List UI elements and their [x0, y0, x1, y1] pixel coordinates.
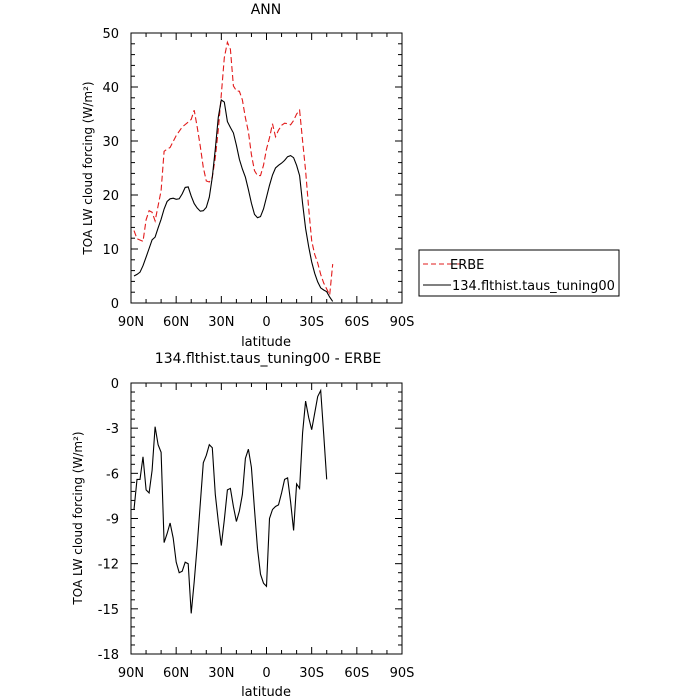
top-chart-series-model-line — [133, 99, 334, 302]
top-chart-x-tick-label: 60S — [344, 315, 369, 330]
top-chart-x-axis-label: latitude — [241, 335, 291, 350]
bottom-chart-y-tick-label: -6 — [106, 467, 119, 482]
top-chart-y-tick-label: 30 — [102, 135, 119, 150]
bottom-chart-series-model-line — [133, 388, 328, 614]
top-chart-ticks: 90N 60N 30N 0 30S 60S 90S 0 10 20 30 40 50 — [102, 27, 414, 330]
legend-label-model: 134.flthist.taus_tuning00 — [452, 279, 615, 294]
bottom-chart-x-tick-label: 30S — [299, 666, 324, 681]
bottom-chart-title: 134.flthist.taus_tuning00 - ERBE — [155, 351, 381, 367]
top-chart-y-tick-label: 40 — [102, 81, 119, 96]
bottom-chart-y-tick-label: 0 — [111, 377, 119, 392]
top-chart-y-tick-label: 10 — [102, 243, 119, 258]
top-chart-x-tick-label: 0 — [262, 315, 270, 330]
bottom-chart-y-tick-label: -18 — [98, 648, 119, 663]
top-chart-x-tick-label: 60N — [163, 315, 189, 330]
top-chart-x-tick-label: 30S — [299, 315, 324, 330]
bottom-chart-x-tick-label: 90N — [118, 666, 144, 681]
bottom-chart-x-tick-label: 60S — [344, 666, 369, 681]
top-chart-y-axis-label: TOA LW cloud forcing (W/m²) — [81, 81, 95, 255]
bottom-chart: 134.flthist.taus_tuning00 - ERBE 90N 60N 3… — [71, 351, 414, 700]
bottom-chart-x-tick-label: 0 — [262, 666, 270, 681]
legend-box — [418, 249, 620, 297]
bottom-chart-x-tick-label: 90S — [390, 666, 415, 681]
top-chart-x-tick-label: 30N — [208, 315, 234, 330]
legend-label-erbe: ERBE — [450, 258, 484, 273]
top-chart-y-tick-label: 20 — [102, 189, 119, 204]
bottom-chart-series — [133, 388, 328, 614]
top-chart-x-tick-label: 90N — [118, 315, 144, 330]
top-chart-frame — [130, 32, 403, 304]
bottom-chart-frame — [130, 382, 403, 655]
top-chart-x-tick-label: 90S — [390, 315, 415, 330]
bottom-chart-y-tick-label: -9 — [106, 513, 119, 528]
legend: ERBE 134.flthist.taus_tuning00 — [418, 249, 620, 297]
bottom-chart-x-tick-label: 30N — [208, 666, 234, 681]
bottom-chart-ticks: 90N 60N 30N 0 30S 60S 90S 0 -3 -6 -9 -12 -15 -18 — [98, 377, 415, 681]
top-chart-series-erbe-line — [133, 40, 334, 297]
top-chart-y-tick-label: 50 — [102, 27, 119, 42]
top-chart-y-tick-label: 0 — [111, 297, 119, 312]
bottom-chart-y-tick-label: -15 — [98, 603, 119, 618]
bottom-chart-x-tick-label: 60N — [163, 666, 189, 681]
bottom-chart-y-axis-label: TOA LW cloud forcing (W/m²) — [71, 431, 85, 605]
bottom-chart-y-tick-label: -12 — [98, 558, 119, 573]
top-chart-series — [133, 40, 334, 302]
top-chart-title: ANN — [251, 2, 282, 18]
bottom-chart-y-tick-label: -3 — [106, 422, 119, 437]
top-chart: ANN 90N 60N 30N 0 30S 60S 90S 0 10 20 30 40 50 latit… — [81, 2, 414, 350]
bottom-chart-x-axis-label: latitude — [241, 685, 291, 700]
